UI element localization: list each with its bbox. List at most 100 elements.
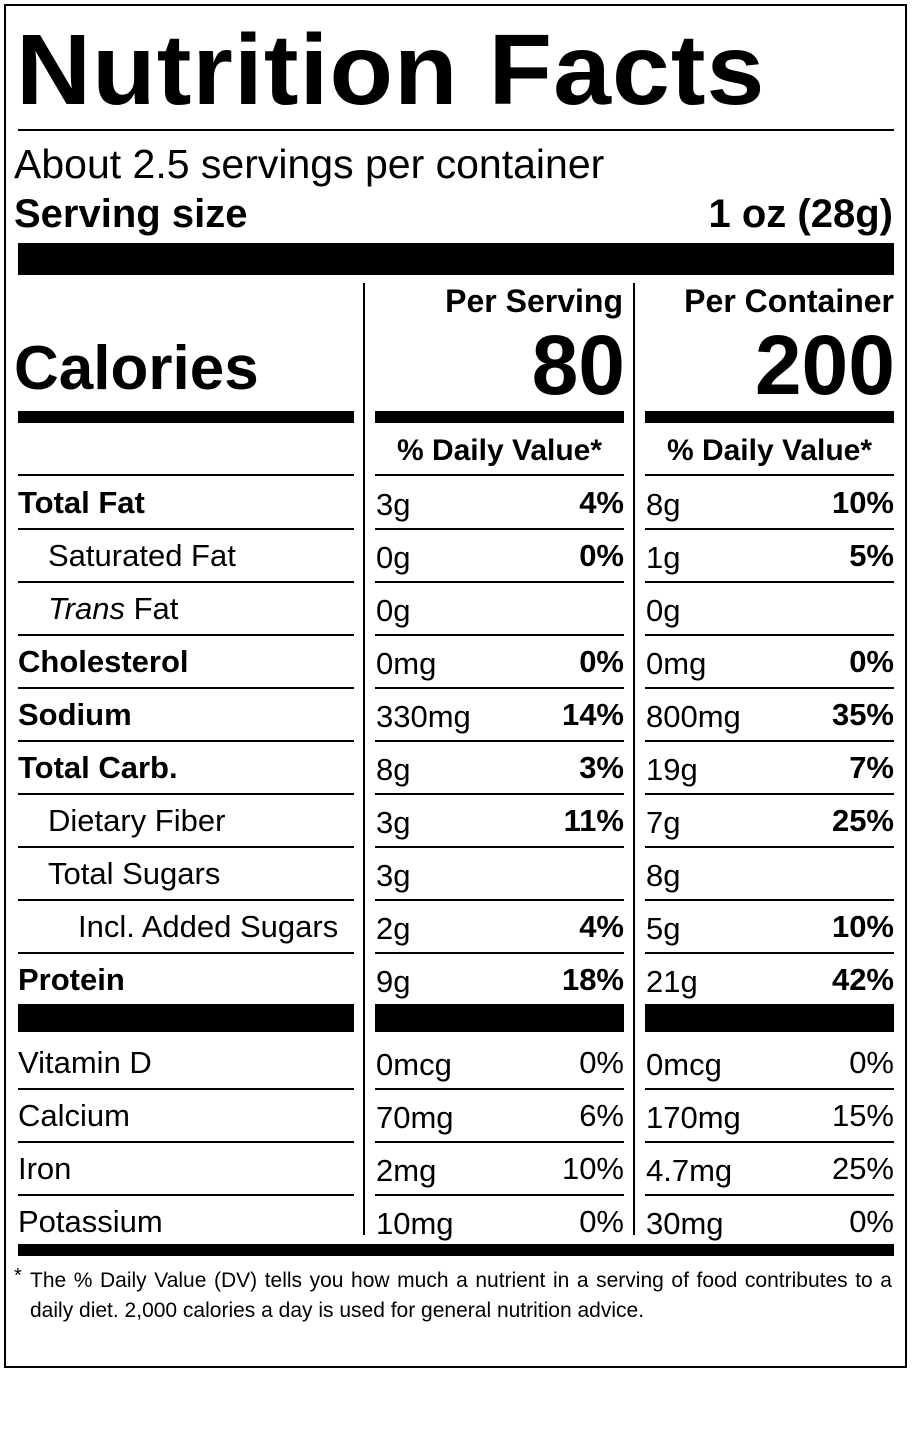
per-serving-amount: 330mg <box>376 699 471 734</box>
per-serving-amount: 3g <box>376 487 411 522</box>
per-container-amount: 7g <box>646 805 681 840</box>
serving-size-label: Serving size <box>14 192 248 236</box>
per-container-amount: 5g <box>646 911 681 946</box>
row-divider-container <box>645 899 894 901</box>
per-serving-amount: 2mg <box>376 1153 437 1188</box>
per-container-amount: 30mg <box>646 1206 724 1241</box>
nutrient-name: Vitamin D <box>18 1045 152 1080</box>
row-divider-name <box>18 687 354 689</box>
nutrient-name: Calcium <box>18 1098 130 1133</box>
per-container-percent: 25% <box>831 803 894 838</box>
row-divider-name <box>18 1088 354 1090</box>
per-serving-amount: 2g <box>376 911 411 946</box>
per-container-percent: 7% <box>849 750 894 785</box>
per-container-percent: 0% <box>849 1204 894 1239</box>
row-divider-serving <box>375 634 624 636</box>
row-divider-name <box>18 793 354 795</box>
daily-value-header-serving: % Daily Value* <box>396 434 603 467</box>
per-serving-amount: 0mcg <box>376 1047 452 1082</box>
row-divider-container <box>645 687 894 689</box>
per-serving-header: Per Serving <box>445 283 623 319</box>
nutrition-label <box>4 4 907 1368</box>
row-divider-name <box>18 899 354 901</box>
per-container-percent: 5% <box>849 538 894 573</box>
nutrient-name: Dietary Fiber <box>48 803 226 838</box>
row-divider-container <box>645 1194 894 1196</box>
nutrient-name: Total Carb. <box>18 750 178 785</box>
per-serving-percent: 4% <box>579 909 624 944</box>
per-container-amount: 0mcg <box>646 1047 722 1082</box>
per-serving-percent: 0% <box>579 1204 624 1239</box>
calories-per-serving: 80 <box>531 318 625 412</box>
per-container-amount: 4.7mg <box>646 1153 733 1188</box>
footnote-text: The % Daily Value (DV) tells you how muc… <box>30 1269 892 1322</box>
calories-bar-name <box>18 411 354 423</box>
footnote-asterisk: * <box>14 1265 22 1287</box>
dv-header-divider-container <box>645 474 894 476</box>
row-divider-serving <box>375 687 624 689</box>
servings-per-container: About 2.5 servings per container <box>14 141 605 187</box>
per-serving-percent: 10% <box>561 1151 624 1186</box>
per-serving-percent: 0% <box>579 644 624 679</box>
row-divider-container <box>645 793 894 795</box>
calories-bar-container <box>645 411 894 423</box>
per-serving-amount: 0g <box>376 593 411 628</box>
per-serving-percent: 0% <box>579 1045 624 1080</box>
per-serving-percent: 3% <box>579 750 624 785</box>
footnote-bar <box>18 1244 894 1256</box>
per-container-percent: 35% <box>831 697 894 732</box>
row-divider-serving <box>375 899 624 901</box>
nutrient-name: Iron <box>18 1151 72 1186</box>
per-serving-amount: 9g <box>376 964 411 999</box>
nutrient-name: Total Sugars <box>48 856 221 891</box>
nutrient-name: Trans Fat <box>48 593 178 624</box>
row-divider-name <box>18 1194 354 1196</box>
row-divider-container <box>645 528 894 530</box>
per-container-amount: 0mg <box>646 646 707 681</box>
per-serving-percent: 6% <box>579 1098 624 1133</box>
label-title: Nutrition Facts <box>16 14 766 126</box>
protein-bar-serving <box>375 1004 624 1032</box>
nutrient-name: Cholesterol <box>18 644 189 679</box>
dv-header-divider-name <box>18 474 354 476</box>
per-serving-percent: 11% <box>563 803 624 838</box>
per-serving-amount: 3g <box>376 805 411 840</box>
per-container-percent: 10% <box>831 485 894 520</box>
protein-bar-name <box>18 1004 354 1032</box>
calories-bar-serving <box>375 411 624 423</box>
row-divider-name <box>18 846 354 848</box>
per-serving-amount: 8g <box>376 752 411 787</box>
per-serving-percent: 0% <box>579 538 624 573</box>
nutrient-name: Sodium <box>18 697 132 732</box>
per-serving-amount: 0mg <box>376 646 437 681</box>
per-serving-amount: 3g <box>376 858 411 893</box>
nutrient-name: Saturated Fat <box>48 538 236 573</box>
row-divider-container <box>645 581 894 583</box>
row-divider-container <box>645 846 894 848</box>
row-divider-name <box>18 581 354 583</box>
serving-thick-bar <box>18 243 894 275</box>
per-container-amount: 800mg <box>646 699 741 734</box>
nutrient-name: Protein <box>18 962 125 997</box>
row-divider-name <box>18 952 354 954</box>
per-serving-amount: 70mg <box>376 1100 454 1135</box>
per-serving-amount: 10mg <box>376 1206 454 1241</box>
nutrient-name: Potassium <box>18 1204 163 1239</box>
per-container-percent: 42% <box>831 962 894 997</box>
per-container-amount: 8g <box>646 487 681 522</box>
serving-size-value: 1 oz (28g) <box>708 192 893 236</box>
row-divider-serving <box>375 581 624 583</box>
nutrient-name: Incl. Added Sugars <box>78 909 339 944</box>
row-divider-container <box>645 1088 894 1090</box>
row-divider-serving <box>375 740 624 742</box>
calories-label: Calories <box>14 334 259 403</box>
row-divider-name <box>18 1141 354 1143</box>
per-container-amount: 8g <box>646 858 681 893</box>
row-divider-serving <box>375 1194 624 1196</box>
row-divider-serving <box>375 1141 624 1143</box>
protein-bar-container <box>645 1004 894 1032</box>
per-serving-percent: 18% <box>561 962 624 997</box>
nutrient-name: Total Fat <box>18 485 145 520</box>
row-divider-container <box>645 952 894 954</box>
dv-header-divider-serving <box>375 474 624 476</box>
